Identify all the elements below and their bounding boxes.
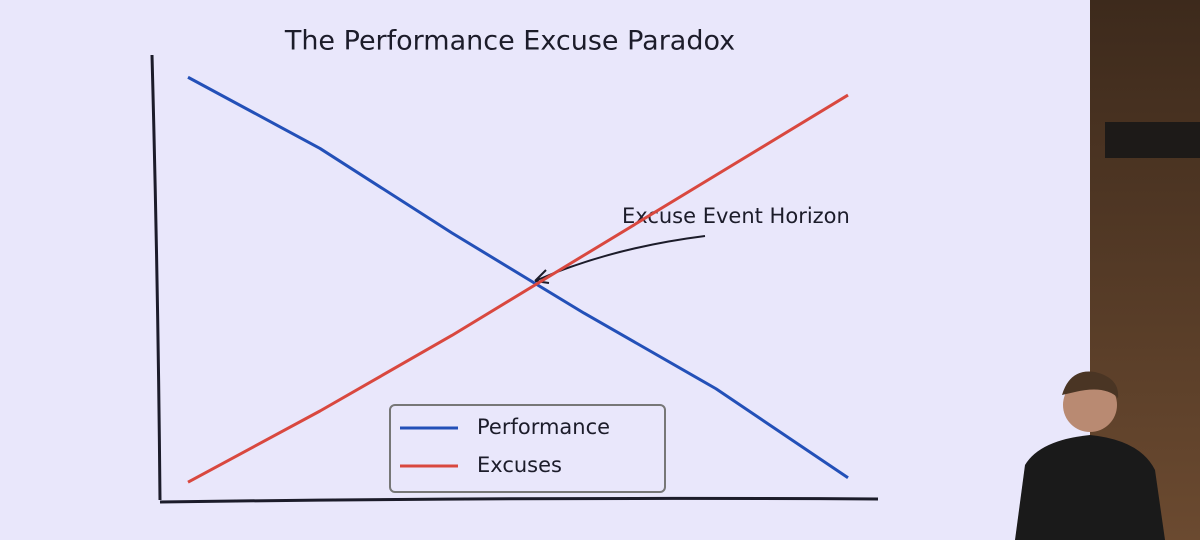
legend-label: Excuses xyxy=(477,453,562,477)
room-panel xyxy=(1105,122,1200,158)
x-axis xyxy=(159,496,879,504)
chart-title: The Performance Excuse Paradox xyxy=(284,26,735,57)
legend-label: Performance xyxy=(477,415,610,439)
presenter xyxy=(1015,371,1165,540)
annotation: Excuse Event Horizon xyxy=(622,204,850,228)
line xyxy=(187,75,849,479)
line xyxy=(187,93,849,484)
legend-box xyxy=(389,404,666,493)
y-axis xyxy=(150,54,162,501)
